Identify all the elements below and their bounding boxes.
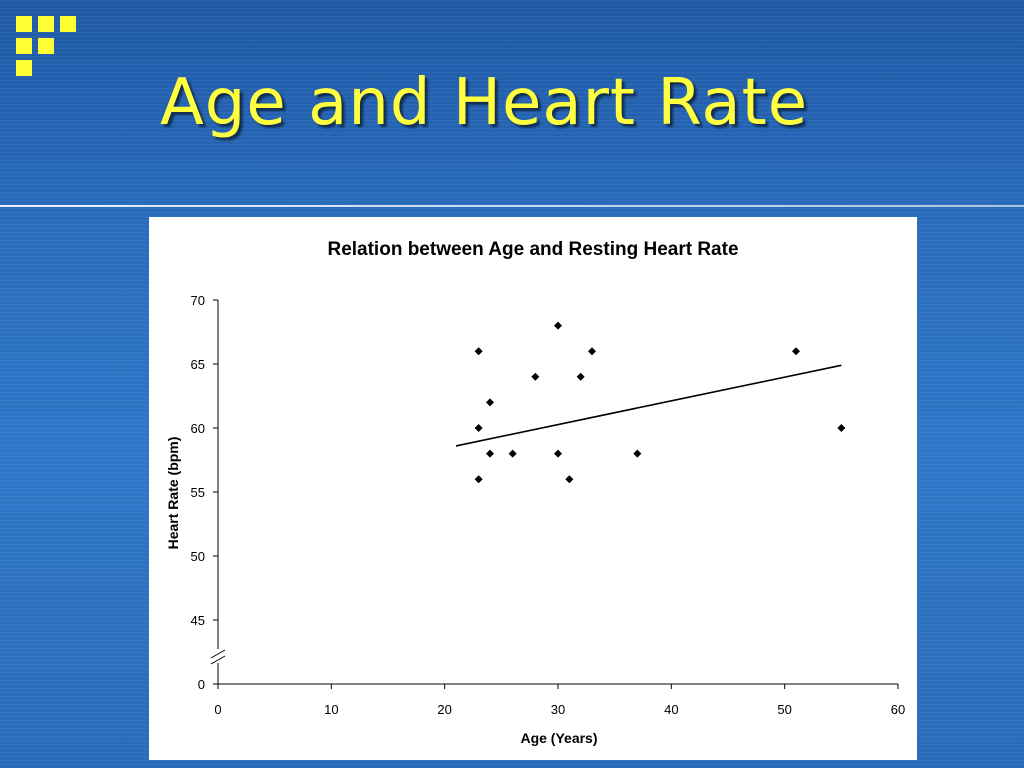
chart-axes xyxy=(210,300,898,685)
yellow-square-grid-icon xyxy=(16,16,88,88)
y-tick-label: 70 xyxy=(191,293,205,308)
y-tick-label: 0 xyxy=(198,677,205,692)
y-tick-label: 65 xyxy=(191,357,205,372)
data-point xyxy=(576,372,585,381)
axis-break-mark xyxy=(210,649,226,659)
data-point xyxy=(474,424,483,432)
chart-title: Relation between Age and Resting Heart R… xyxy=(327,239,738,260)
y-tick-label: 45 xyxy=(191,613,205,628)
x-tick-label: 60 xyxy=(891,702,905,717)
x-tick-label: 20 xyxy=(437,702,451,717)
data-points xyxy=(474,321,846,484)
data-point xyxy=(792,347,800,356)
title-divider xyxy=(0,205,1024,207)
y-tick-label: 55 xyxy=(191,485,205,500)
data-point xyxy=(554,449,562,458)
data-point xyxy=(633,449,642,458)
trendline xyxy=(455,364,842,447)
data-point xyxy=(474,347,483,356)
y-tick-label: 60 xyxy=(191,421,205,436)
data-point xyxy=(565,475,574,484)
data-point xyxy=(486,449,494,458)
data-point xyxy=(508,449,517,458)
data-point xyxy=(554,321,562,330)
chart-panel: Relation between Age and Resting Heart R… xyxy=(149,217,917,760)
x-tick-label: 40 xyxy=(664,702,678,717)
slide-title: Age and Heart Rate xyxy=(160,66,809,140)
axis-break-mark xyxy=(210,655,226,665)
x-tick-label: 10 xyxy=(324,702,338,717)
trendline-group xyxy=(455,364,842,447)
chart-ticks: 0 10 20 30 40 50 60 0 45 50 55 60 65 70 xyxy=(191,293,906,717)
x-tick-label: 0 xyxy=(214,702,221,717)
y-tick-label: 50 xyxy=(191,549,205,564)
data-point xyxy=(474,475,483,484)
scatter-chart: Relation between Age and Resting Heart R… xyxy=(165,239,906,746)
x-tick-label: 50 xyxy=(777,702,791,717)
data-point xyxy=(486,398,494,407)
data-point xyxy=(531,372,540,381)
x-tick-label: 30 xyxy=(551,702,565,717)
y-axis-label: Heart Rate (bpm) xyxy=(165,437,181,550)
x-axis-label: Age (Years) xyxy=(520,730,597,746)
data-point xyxy=(588,347,596,356)
data-point xyxy=(837,424,846,432)
